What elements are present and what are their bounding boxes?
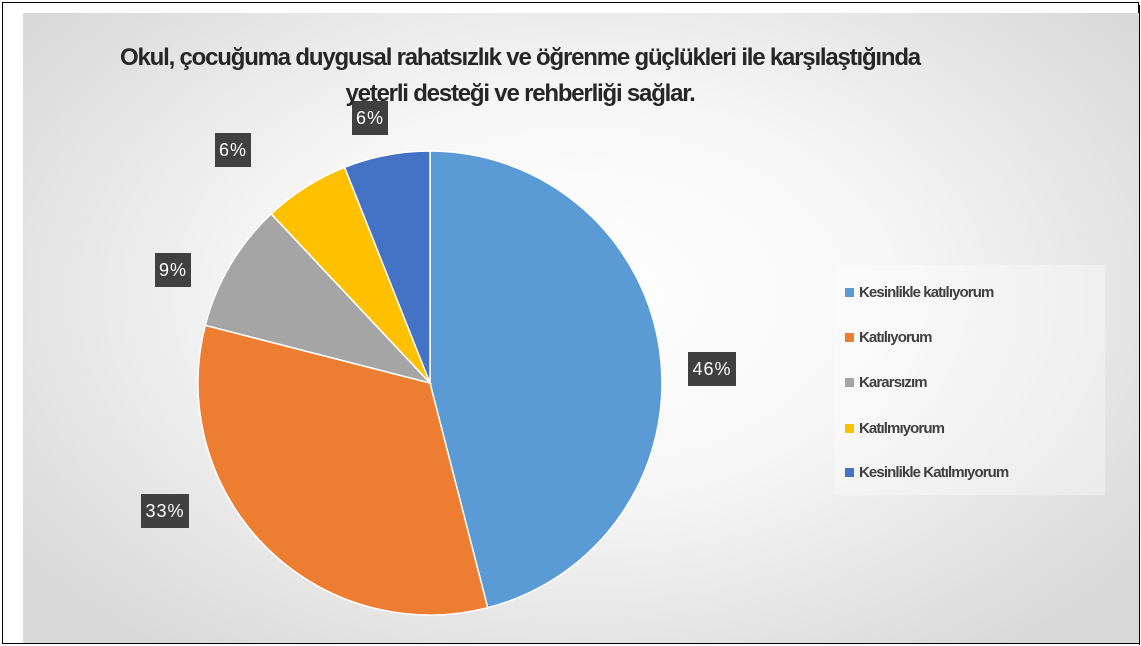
legend-swatch <box>845 423 854 433</box>
legend-item-katiliyorum: Katılıyorum <box>845 327 933 347</box>
legend-label: Kesinlikle katılıyorum <box>859 283 994 301</box>
legend-label: Kararsızım <box>859 373 928 391</box>
slice-kesinlikle-katiliyorum <box>429 150 663 609</box>
slice-kesinlikle-katilmiyorum <box>343 150 431 384</box>
data-label-kesinlikle-katilmiyorum: 6% <box>352 101 388 135</box>
legend-swatch <box>845 332 854 342</box>
legend-item-kesinlikle-katiliyorum: Kesinlikle katılıyorum <box>845 282 994 302</box>
legend-label: Katılıyorum <box>859 328 933 346</box>
data-label-box <box>141 494 189 528</box>
data-label-box <box>688 352 736 386</box>
slice-katiliyorum <box>197 324 489 616</box>
legend-label: Kesinlikle Katılmıyorum <box>859 463 1009 481</box>
legend-swatch <box>845 377 854 387</box>
data-label-box <box>215 133 251 167</box>
data-label-box <box>155 253 191 287</box>
pie-data-labels: 46% 33% 9% 6% 6% <box>141 101 736 528</box>
data-label-box <box>352 101 388 135</box>
data-label-text: 9% <box>159 260 187 280</box>
frame-edge <box>1139 5 1140 645</box>
data-label-kesinlikle-katiliyorum: 46% <box>688 352 736 386</box>
pie-slices <box>197 150 663 616</box>
data-label-text: 33% <box>145 501 184 521</box>
legend-swatch <box>845 467 854 477</box>
legend: Kesinlikle katılıyorum Katılıyorum Karar… <box>835 265 1105 495</box>
legend-swatch <box>845 287 854 297</box>
legend-label: Katılmıyorum <box>859 419 945 437</box>
data-label-katilmiyorum: 6% <box>215 133 251 167</box>
legend-item-katilmiyorum: Katılmıyorum <box>845 418 945 438</box>
legend-item-kesinlikle-katilmiyorum: Kesinlikle Katılmıyorum <box>845 462 1009 482</box>
slice-kararsizim <box>204 212 433 385</box>
data-label-text: 46% <box>692 359 731 379</box>
data-label-text: 6% <box>356 108 384 128</box>
data-label-kararsizim: 9% <box>155 253 191 287</box>
legend-item-kararsizim: Kararsızım <box>845 372 928 392</box>
data-label-katiliyorum: 33% <box>141 494 189 528</box>
data-label-text: 6% <box>219 140 247 160</box>
chart-title: Okul, çocuğuma duygusal rahatsızlık ve ö… <box>120 44 921 107</box>
